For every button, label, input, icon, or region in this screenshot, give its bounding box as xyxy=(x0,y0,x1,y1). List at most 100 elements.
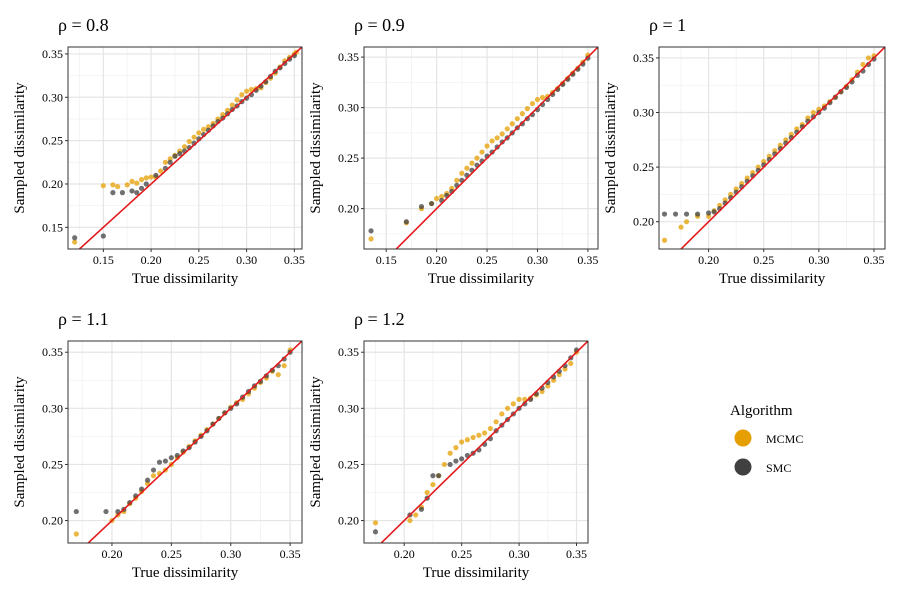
panel-border xyxy=(67,46,303,250)
point-smc xyxy=(156,459,163,465)
series-mcmc xyxy=(72,49,299,245)
point-mcmc xyxy=(661,237,668,243)
x-tick-label: 0.25 xyxy=(161,547,182,561)
point-smc xyxy=(100,233,106,239)
x-tick-label: 0.35 xyxy=(280,547,301,561)
x-tick-label: 0.30 xyxy=(509,547,530,561)
point-mcmc xyxy=(529,100,536,107)
point-mcmc xyxy=(234,97,240,103)
x-tick-label: 0.25 xyxy=(753,253,774,267)
point-smc xyxy=(683,211,690,217)
point-mcmc xyxy=(489,138,495,144)
point-mcmc xyxy=(453,445,459,451)
y-axis-label: Sampled dissimilarity xyxy=(308,376,324,508)
series-smc xyxy=(73,349,293,515)
panel-2: 0.15 0.20 0.25 0.30 0.35 0.20 0.25 0.30 0.35 ρ = … xyxy=(308,15,599,287)
x-tick-label: 0.15 xyxy=(376,253,397,267)
legend: Algorithm MCMC SMC xyxy=(730,403,803,476)
point-smc xyxy=(706,210,712,216)
point-smc xyxy=(453,458,459,464)
panels: 0.15 0.20 0.25 0.30 0.35 0.15 0.20 0.25 0.30 0.35… xyxy=(12,15,886,581)
x-axis-label: True dissimilarity xyxy=(423,565,530,581)
legend-key-smc xyxy=(734,458,752,476)
panel-4: 0.20 0.25 0.30 0.35 0.20 0.25 0.30 0.35 ρ = 1.1 T… xyxy=(12,309,303,581)
point-smc xyxy=(129,188,135,194)
y-tick-label: 0.25 xyxy=(633,160,654,174)
point-mcmc xyxy=(504,126,510,132)
point-mcmc xyxy=(229,102,235,108)
y-tick-label: 0.25 xyxy=(338,457,359,471)
point-smc xyxy=(368,228,374,234)
point-smc xyxy=(177,151,183,157)
point-mcmc xyxy=(459,439,465,445)
point-mcmc xyxy=(474,155,480,161)
point-smc xyxy=(430,473,436,479)
point-smc xyxy=(447,461,453,468)
point-mcmc xyxy=(407,517,413,524)
point-mcmc xyxy=(865,55,872,61)
point-smc xyxy=(134,190,140,196)
series-smc xyxy=(661,56,877,217)
point-smc xyxy=(661,211,668,217)
x-tick-label: 0.25 xyxy=(451,547,472,561)
gridlines xyxy=(364,47,598,249)
y-tick-label: 0.30 xyxy=(42,401,63,415)
point-mcmc xyxy=(150,473,157,479)
y-tick-label: 0.35 xyxy=(338,345,359,359)
legend-label-smc: SMC xyxy=(766,461,791,475)
x-tick-label: 0.20 xyxy=(101,547,122,561)
gridlines xyxy=(364,341,588,543)
panel-title: ρ = 0.8 xyxy=(58,15,109,35)
point-mcmc xyxy=(162,159,169,165)
point-smc xyxy=(694,211,701,217)
legend-title: Algorithm xyxy=(730,403,793,419)
point-mcmc xyxy=(441,461,448,468)
x-axis-label: True dissimilarity xyxy=(719,271,826,287)
panel-title: ρ = 1 xyxy=(649,15,686,35)
point-mcmc xyxy=(487,425,493,432)
point-mcmc xyxy=(434,195,440,202)
reference-line xyxy=(78,47,302,249)
point-mcmc xyxy=(281,363,287,369)
point-smc xyxy=(168,455,174,461)
point-smc xyxy=(162,458,169,464)
point-mcmc xyxy=(810,109,816,116)
series-mcmc xyxy=(372,349,580,526)
y-tick-label: 0.25 xyxy=(338,151,359,165)
point-mcmc xyxy=(201,126,207,132)
point-smc xyxy=(711,209,717,215)
point-mcmc xyxy=(524,106,530,112)
point-mcmc xyxy=(181,144,188,150)
point-smc xyxy=(143,181,149,187)
point-mcmc xyxy=(196,130,202,136)
point-smc xyxy=(144,477,151,483)
point-smc xyxy=(672,211,679,217)
x-tick-label: 0.30 xyxy=(527,253,548,267)
point-mcmc xyxy=(138,177,145,183)
point-mcmc xyxy=(482,430,488,436)
x-tick-label: 0.20 xyxy=(426,253,447,267)
points xyxy=(72,49,299,245)
y-axis-label: Sampled dissimilarity xyxy=(12,82,28,214)
panel-border xyxy=(363,46,599,250)
point-mcmc xyxy=(516,396,522,402)
x-tick-label: 0.25 xyxy=(188,253,209,267)
point-mcmc xyxy=(439,193,445,200)
point-mcmc xyxy=(568,360,574,367)
point-smc xyxy=(459,456,465,462)
reference-line xyxy=(87,341,302,543)
point-mcmc xyxy=(504,405,511,411)
point-mcmc xyxy=(510,401,516,407)
point-mcmc xyxy=(459,170,465,176)
points xyxy=(661,53,877,243)
point-mcmc xyxy=(73,531,79,537)
x-tick-label: 0.30 xyxy=(220,547,241,561)
point-mcmc xyxy=(514,116,520,122)
y-tick-label: 0.25 xyxy=(42,134,63,148)
x-axis-label: True dissimilarity xyxy=(132,271,239,287)
x-tick-label: 0.20 xyxy=(698,253,719,267)
y-tick-label: 0.35 xyxy=(42,47,63,61)
points xyxy=(73,347,293,537)
point-smc xyxy=(403,219,409,225)
point-mcmc xyxy=(484,143,490,149)
